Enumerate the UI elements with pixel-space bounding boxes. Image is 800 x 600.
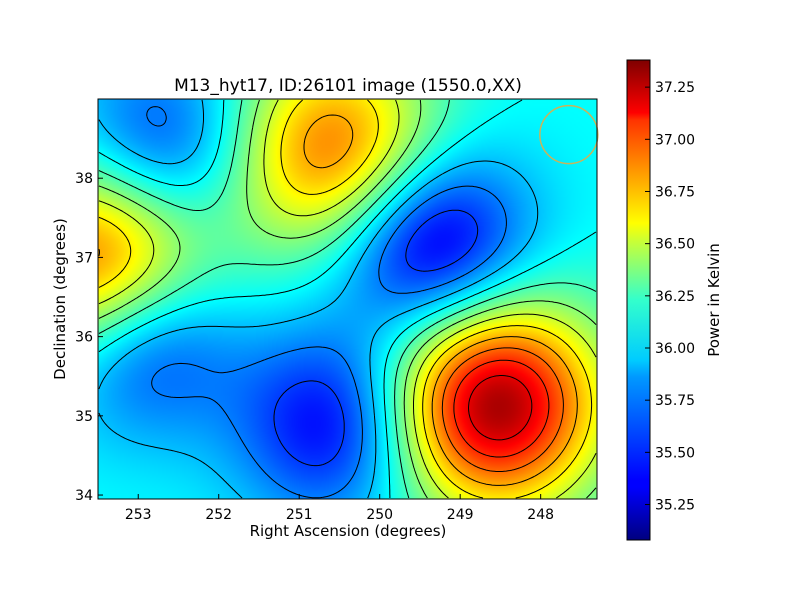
contour-line [98, 99, 539, 499]
contour-line [273, 209, 479, 467]
colorbar-tick-label: 35.50 [655, 445, 695, 461]
contour-line [441, 347, 564, 472]
colorbar-tick-label: 37.25 [655, 80, 695, 96]
colorbar [627, 60, 650, 540]
colorbar-tick-label: 36.75 [655, 184, 695, 200]
y-axis: 34 35 36 37 38 [75, 171, 103, 504]
x-axis-label: Right Ascension (degrees) [250, 522, 447, 540]
contour-line [98, 99, 593, 499]
contour-line [98, 99, 597, 498]
colorbar-tick-label: 35.25 [655, 498, 695, 514]
contour-line [98, 114, 578, 486]
y-axis-label: Declination (degrees) [51, 218, 69, 380]
x-axis: 253 252 251 250 249 248 [125, 494, 554, 523]
x-tick-label: 249 [447, 507, 474, 523]
heatmap-image [98, 99, 597, 499]
chart-title: M13_hyt17, ID:26101 image (1550.0,XX) [174, 76, 522, 96]
x-tick-label: 252 [205, 507, 232, 523]
x-tick-label: 253 [125, 507, 152, 523]
colorbar-tick-label: 36.50 [655, 237, 695, 253]
x-tick-label: 251 [286, 507, 313, 523]
colorbar-tick-label: 35.75 [655, 393, 695, 409]
colorbar-frame [626, 59, 651, 541]
contour-line [98, 99, 597, 499]
colorbar-tick-label: 36.00 [655, 341, 695, 357]
contour-line [468, 375, 533, 441]
colorbar-tick-label: 36.25 [655, 289, 695, 305]
y-tick-label: 37 [75, 250, 93, 266]
contour-lines [98, 99, 597, 499]
beam-circle [539, 104, 599, 165]
contour-line [98, 99, 597, 499]
x-tick-label: 250 [366, 507, 393, 523]
contour-line [146, 106, 507, 499]
colorbar-axis: 35.25 35.50 35.75 36.00 36.25 36.50 36.7… [645, 80, 695, 514]
y-tick-label: 38 [75, 171, 93, 187]
x-tick-label: 248 [527, 507, 554, 523]
contour-line [453, 359, 550, 458]
colorbar-tick-label: 37.00 [655, 132, 695, 148]
y-tick-label: 34 [75, 488, 93, 504]
y-tick-label: 35 [75, 409, 93, 425]
colorbar-label: Power in Kelvin [705, 243, 723, 357]
contour-line [98, 99, 597, 499]
y-tick-label: 36 [75, 330, 93, 346]
plot-frame [97, 98, 598, 500]
